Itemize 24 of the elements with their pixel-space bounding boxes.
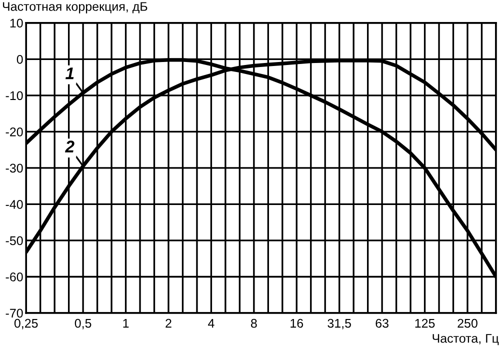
y-tick-label: -50 — [6, 236, 23, 246]
y-tick-label: 0 — [16, 54, 23, 64]
x-tick-label: 16 — [290, 318, 304, 328]
y-tick-label: -10 — [6, 91, 23, 100]
annotation: 2 — [64, 140, 74, 152]
x-tick-label: 0,25 — [14, 318, 38, 330]
annotation: 1 — [66, 68, 74, 80]
x-tick-label: 2 — [166, 318, 172, 328]
x-tick-label: 1 — [123, 319, 129, 328]
y-tick-label: 10 — [10, 18, 23, 28]
y-tick-label: -70 — [6, 308, 23, 318]
x-tick-label: 125 — [415, 318, 435, 328]
x-axis-title: Частота, Гц — [432, 334, 499, 346]
y-tick-label: -40 — [6, 200, 23, 209]
x-tick-label: 63 — [376, 318, 388, 328]
x-tick-label: 0,5 — [74, 318, 92, 330]
x-tick-label: 250 — [458, 318, 478, 328]
x-tick-label: 31,5 — [328, 318, 351, 330]
y-axis-title: Частотная коррекция, дБ — [2, 2, 148, 14]
x-tick-label: 8 — [250, 318, 257, 328]
y-tick-label: -30 — [6, 164, 23, 173]
y-tick-label: -20 — [6, 127, 23, 136]
y-tick-label: -60 — [6, 272, 23, 282]
x-tick-label: 4 — [208, 319, 214, 328]
